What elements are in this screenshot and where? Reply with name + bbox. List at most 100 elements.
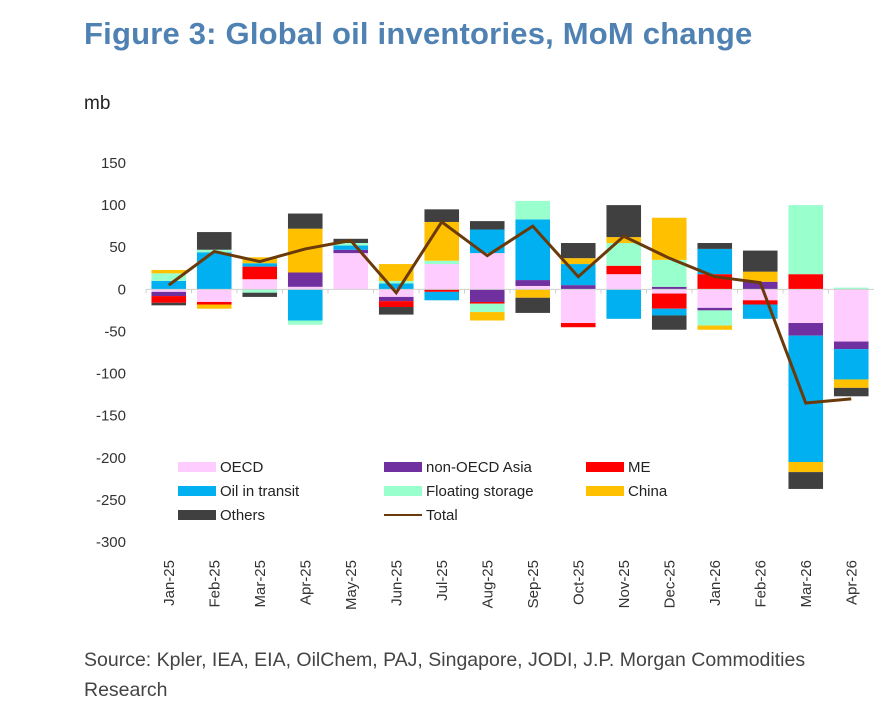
bar-segment-oecd bbox=[651, 289, 687, 294]
bar-segment-others bbox=[469, 221, 505, 230]
bar-segment-floating-storage bbox=[606, 243, 642, 266]
y-tick-label: 150 bbox=[101, 155, 126, 172]
y-tick-label: -200 bbox=[96, 450, 126, 467]
bar-segment-others bbox=[378, 307, 414, 315]
y-axis-ticks: 150 100 50 0 -50 -100 -150 -200 -250 -300 bbox=[96, 155, 126, 551]
bar-segment-oil-in-transit bbox=[515, 219, 551, 281]
bar-segment-oil-in-transit bbox=[378, 283, 414, 290]
bar-segment-floating-storage bbox=[833, 287, 869, 290]
bar-segment-china bbox=[515, 289, 551, 298]
bar-segment-oecd bbox=[560, 289, 596, 324]
x-tick-label: Jan-26 bbox=[707, 560, 724, 606]
x-tick-label: Nov-25 bbox=[616, 560, 633, 608]
legend: OECD non-OECD Asia ME Oil in transit Floatin… bbox=[178, 459, 668, 524]
x-tick-label: Aug-25 bbox=[479, 560, 496, 608]
legend-label-others: Others bbox=[220, 507, 265, 524]
legend-label-total: Total bbox=[426, 507, 458, 524]
y-tick-label: -300 bbox=[96, 534, 126, 551]
bar-segment-non-oecd-asia bbox=[287, 272, 323, 287]
bar-segment-me bbox=[606, 265, 642, 275]
bar-segment-oecd bbox=[196, 289, 232, 302]
bar-segment-others bbox=[697, 243, 733, 249]
legend-swatch-me bbox=[586, 462, 624, 472]
bar-segment-me bbox=[196, 301, 232, 305]
bar-segment-oecd bbox=[788, 289, 824, 324]
legend-label-non-oecd-asia: non-OECD Asia bbox=[426, 459, 533, 476]
bar-segment-me bbox=[378, 301, 414, 308]
bar-segment-others bbox=[424, 209, 460, 222]
y-tick-label: -100 bbox=[96, 366, 126, 383]
legend-swatch-others bbox=[178, 510, 216, 520]
bar-segment-oil-in-transit bbox=[651, 308, 687, 316]
legend-label-oecd: OECD bbox=[220, 459, 264, 476]
bar-segment-non-oecd-asia bbox=[469, 289, 505, 302]
legend-label-oil-in-transit: Oil in transit bbox=[220, 483, 300, 500]
x-tick-label: Feb-25 bbox=[206, 560, 223, 608]
bar-segment-me bbox=[242, 266, 278, 280]
bar-segment-others bbox=[788, 472, 824, 489]
bar-segment-me bbox=[151, 296, 187, 303]
bar-segment-floating-storage bbox=[469, 303, 505, 313]
bar-segment-china bbox=[606, 237, 642, 244]
bar-segment-oecd bbox=[287, 286, 323, 290]
bar-segment-non-oecd-asia bbox=[697, 307, 733, 311]
bar-segment-oecd bbox=[333, 253, 369, 290]
bar-segment-oil-in-transit bbox=[242, 263, 278, 267]
legend-label-me: ME bbox=[628, 459, 651, 476]
y-tick-label: 100 bbox=[101, 197, 126, 214]
x-tick-label: Oct-25 bbox=[570, 560, 587, 605]
bar-segment-non-oecd-asia bbox=[788, 323, 824, 336]
x-axis-ticks: Jan-25 Feb-25 Mar-25 Apr-25 May-25 Jun-25 Jul-… bbox=[145, 289, 860, 610]
bar-segment-others bbox=[287, 213, 323, 229]
bar-segment-oecd bbox=[697, 289, 733, 308]
bar-segment-oil-in-transit bbox=[287, 289, 323, 321]
x-tick-label: Jul-25 bbox=[434, 560, 451, 601]
y-tick-label: -250 bbox=[96, 492, 126, 509]
x-tick-label: Apr-26 bbox=[843, 560, 860, 605]
bar-segment-china bbox=[788, 461, 824, 473]
bar-segment-me bbox=[651, 293, 687, 309]
bar-segment-me bbox=[742, 300, 778, 305]
bar-segment-non-oecd-asia bbox=[833, 341, 869, 350]
y-tick-label: -50 bbox=[104, 323, 126, 340]
stacked-bar-chart: 150 100 50 0 -50 -100 -150 -200 -250 -300 Jan-25 F… bbox=[96, 155, 874, 610]
bar-segment-oecd bbox=[515, 285, 551, 290]
bar-segment-oecd bbox=[833, 289, 869, 342]
bar-segment-oil-in-transit bbox=[424, 291, 460, 301]
legend-label-china: China bbox=[628, 483, 668, 500]
bar-segment-me bbox=[424, 289, 460, 292]
bar-segment-oecd bbox=[469, 253, 505, 290]
bar-segment-oil-in-transit bbox=[196, 252, 232, 290]
bar-segment-others bbox=[651, 315, 687, 330]
bar-segment-oecd bbox=[606, 274, 642, 290]
bar-segment-oil-in-transit bbox=[697, 248, 733, 275]
bar-segment-floating-storage bbox=[287, 320, 323, 325]
bar-segment-floating-storage bbox=[697, 310, 733, 326]
bar-segment-oil-in-transit bbox=[606, 289, 642, 319]
bar-segment-china bbox=[469, 312, 505, 321]
x-tick-label: Mar-25 bbox=[252, 560, 269, 608]
bar-segment-non-oecd-asia bbox=[515, 280, 551, 286]
bar-segment-others bbox=[196, 232, 232, 250]
x-tick-label: May-25 bbox=[343, 560, 360, 610]
bar-segment-china bbox=[196, 304, 232, 309]
bar-segment-oecd bbox=[242, 279, 278, 290]
bar-segment-china bbox=[833, 379, 869, 388]
total-line bbox=[167, 219, 852, 405]
bar-segment-non-oecd-asia bbox=[651, 286, 687, 290]
bar-segment-floating-storage bbox=[333, 243, 369, 246]
x-tick-label: Jan-25 bbox=[161, 560, 178, 606]
x-tick-label: Sep-25 bbox=[525, 560, 542, 608]
legend-label-floating-storage: Floating storage bbox=[426, 483, 534, 500]
y-axis-unit-label: mb bbox=[84, 93, 111, 114]
legend-swatch-floating-storage bbox=[384, 486, 422, 496]
bar-segment-oecd bbox=[424, 264, 460, 290]
bar-segment-non-oecd-asia bbox=[151, 291, 187, 297]
bar-segment-china bbox=[560, 258, 596, 265]
bar-segment-china bbox=[742, 271, 778, 282]
legend-swatch-non-oecd-asia bbox=[384, 462, 422, 472]
x-tick-label: Jun-25 bbox=[388, 560, 405, 606]
x-tick-label: Dec-25 bbox=[661, 560, 678, 608]
legend-swatch-oil-in-transit bbox=[178, 486, 216, 496]
bar-segment-oil-in-transit bbox=[333, 245, 369, 250]
